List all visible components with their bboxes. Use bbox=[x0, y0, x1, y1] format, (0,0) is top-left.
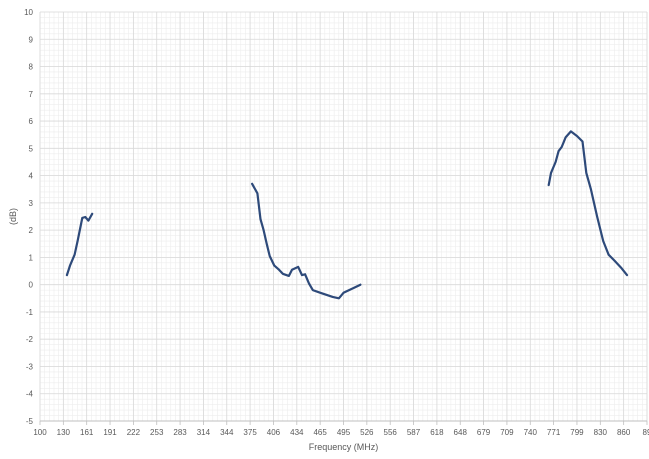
y-tick-label: -2 bbox=[26, 335, 34, 344]
axes bbox=[39, 420, 648, 425]
x-tick-label: 587 bbox=[407, 428, 421, 437]
y-tick-label: 3 bbox=[29, 199, 34, 208]
x-tick-label: 89 bbox=[643, 428, 649, 437]
x-tick-label: 526 bbox=[360, 428, 374, 437]
series bbox=[65, 130, 629, 300]
y-tick-label: 9 bbox=[29, 35, 34, 44]
x-tick-label: 648 bbox=[454, 428, 468, 437]
y-tick-label: 8 bbox=[29, 63, 34, 72]
series-line bbox=[65, 212, 94, 277]
y-tick-label: -4 bbox=[26, 390, 34, 399]
x-tick-label: 434 bbox=[290, 428, 304, 437]
x-tick-label: 556 bbox=[384, 428, 398, 437]
x-tick-label: 314 bbox=[197, 428, 211, 437]
y-tick-label: 5 bbox=[29, 144, 34, 153]
y-tick-label: -3 bbox=[26, 362, 34, 371]
series-line bbox=[251, 182, 362, 300]
x-tick-label: 344 bbox=[220, 428, 234, 437]
y-tick-label: 1 bbox=[29, 253, 34, 262]
x-tick-label: 709 bbox=[500, 428, 514, 437]
x-tick-label: 100 bbox=[33, 428, 47, 437]
x-tick-label: 375 bbox=[243, 428, 257, 437]
x-tick-label: 222 bbox=[127, 428, 141, 437]
x-tick-label: 860 bbox=[617, 428, 631, 437]
x-tick-label: 618 bbox=[430, 428, 444, 437]
x-axis-title: Frequency (MHz) bbox=[309, 442, 379, 452]
y-tick-label: 4 bbox=[29, 172, 34, 181]
x-tick-label: 495 bbox=[337, 428, 351, 437]
x-tick-label: 253 bbox=[150, 428, 164, 437]
x-tick-label: 771 bbox=[547, 428, 561, 437]
y-tick-label: 0 bbox=[29, 281, 34, 290]
x-tick-label: 740 bbox=[524, 428, 538, 437]
x-tick-label: 130 bbox=[57, 428, 71, 437]
y-tick-label: -1 bbox=[26, 308, 34, 317]
x-tick-label: 679 bbox=[477, 428, 491, 437]
x-tick-label: 830 bbox=[594, 428, 608, 437]
x-tick-label: 161 bbox=[80, 428, 94, 437]
y-tick-label: -5 bbox=[26, 417, 34, 426]
y-tick-label: 2 bbox=[29, 226, 34, 235]
x-tick-label: 283 bbox=[173, 428, 187, 437]
y-tick-label: 10 bbox=[24, 8, 33, 17]
x-tick-label: 406 bbox=[267, 428, 281, 437]
y-axis-title: (dB) bbox=[8, 208, 18, 225]
y-tick-label: 7 bbox=[29, 90, 34, 99]
x-tick-label: 465 bbox=[313, 428, 327, 437]
series-line bbox=[547, 130, 629, 277]
x-tick-label: 191 bbox=[103, 428, 117, 437]
y-tick-label: 6 bbox=[29, 117, 34, 126]
grid bbox=[39, 11, 648, 422]
x-tick-label: 799 bbox=[570, 428, 584, 437]
